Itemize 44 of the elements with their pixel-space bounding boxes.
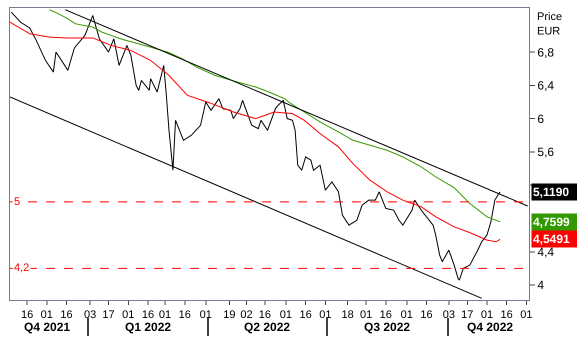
- text: Q3 2022: [364, 320, 410, 334]
- x-tick-label: 03: [442, 309, 455, 322]
- x-tick-label: 01: [400, 309, 413, 322]
- x-tick-label: 01: [319, 309, 332, 322]
- x-tick-label: 01: [280, 309, 292, 322]
- y-tick-label: 5,6: [537, 145, 554, 160]
- y-tick-label: 6,8: [537, 45, 554, 60]
- y-tick-label: 4: [537, 278, 544, 292]
- x-tick-label: 16: [258, 309, 272, 322]
- x-tick-label: 01: [520, 309, 532, 322]
- x-tick-label: 01: [40, 309, 53, 322]
- x-tick-label: 18: [342, 309, 354, 322]
- ref-line-label: 4,2: [14, 262, 30, 274]
- y-axis-title: Price EUR: [537, 11, 562, 38]
- x-tick-label: 17: [461, 309, 474, 322]
- ref-line-label: 5: [14, 196, 20, 208]
- text: Q2 2022: [244, 320, 290, 334]
- x-tick-label: 01: [200, 309, 212, 322]
- annotation: 5,1190: [533, 185, 570, 199]
- x-tick-label: 16: [500, 309, 513, 322]
- x-tick-label: 01: [480, 309, 494, 322]
- x-tick-label: 01: [360, 309, 372, 322]
- x-tick-label: 16: [300, 309, 312, 322]
- x-tick-label: 03: [84, 309, 96, 322]
- y-tick-label: 4,4: [537, 244, 554, 259]
- x-tick-label: 19: [223, 309, 236, 322]
- x-tick-label: 16: [142, 309, 154, 322]
- text: Q4 2022: [467, 320, 514, 334]
- text: Q1 2022: [125, 320, 172, 334]
- x-tick-label: 01: [122, 309, 134, 322]
- x-tick-label: 16: [178, 309, 191, 322]
- x-tick-label: 17: [102, 309, 115, 322]
- line-series: [48, 9, 501, 222]
- y-tick-label: 6,4: [537, 78, 554, 93]
- x-tick-label: 02: [240, 309, 253, 322]
- y-tick-label: 6: [537, 112, 544, 126]
- x-tick-label: 16: [60, 309, 73, 322]
- x-tick-label: 16: [380, 309, 392, 322]
- annotation: 4,5491: [533, 232, 570, 246]
- x-tick-label: 01: [158, 309, 172, 322]
- text: Q4 2021: [24, 320, 70, 334]
- annotation: 4,7599: [533, 215, 570, 229]
- x-tick-label: 16: [420, 309, 433, 322]
- x-tick-label: 16: [20, 309, 34, 322]
